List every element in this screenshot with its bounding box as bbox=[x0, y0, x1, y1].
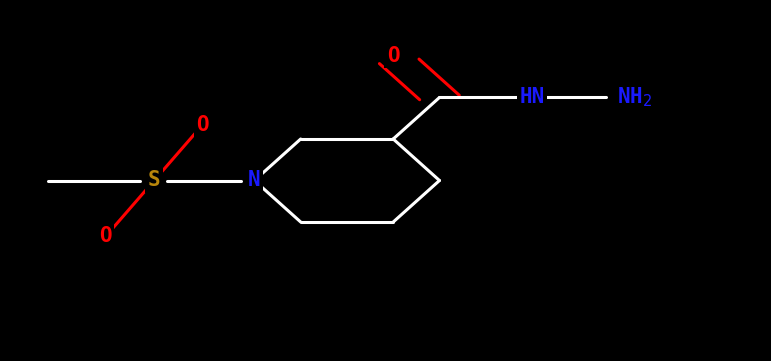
Text: O: O bbox=[197, 114, 209, 135]
Text: N: N bbox=[248, 170, 261, 191]
Text: HN: HN bbox=[520, 87, 544, 108]
Text: O: O bbox=[387, 46, 399, 66]
Text: O: O bbox=[99, 226, 112, 247]
Text: S: S bbox=[148, 170, 160, 191]
Text: NH$_2$: NH$_2$ bbox=[617, 86, 652, 109]
